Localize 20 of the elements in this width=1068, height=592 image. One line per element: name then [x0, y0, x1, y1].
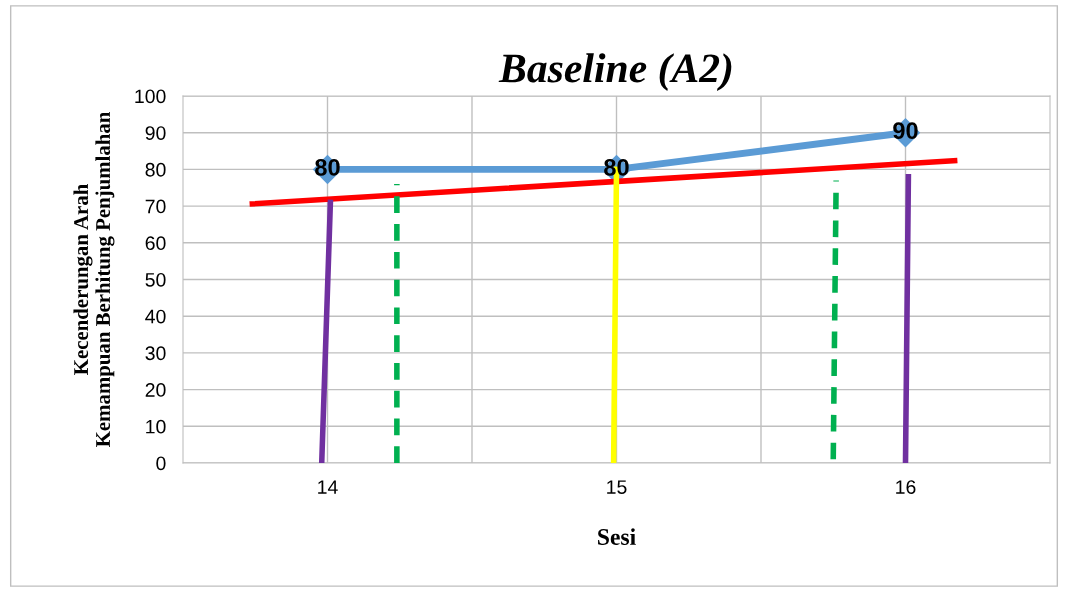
- y-tick-label: 70: [145, 199, 166, 214]
- y-tick-label: 90: [145, 126, 166, 140]
- x-axis-title: Sesi: [598, 528, 636, 545]
- x-tick-label: 15: [607, 480, 627, 494]
- y-axis-title: Kecenderungan Arah Kemampuan Berhitung Penjumlahan: [73, 111, 115, 447]
- chart-title: Baseline (A2): [498, 53, 732, 91]
- y-tick-label: 10: [146, 419, 166, 434]
- x-tick-label: 16: [896, 480, 916, 494]
- data-label: 80: [315, 159, 340, 176]
- y-tick-label: 80: [145, 162, 166, 177]
- y-tick-label: 40: [145, 309, 166, 324]
- x-tick-label: 14: [318, 480, 338, 494]
- y-tick-label: 100: [135, 89, 166, 104]
- data-label: 90: [893, 122, 918, 140]
- y-tick-label: 50: [145, 272, 166, 287]
- y-tick-label: 60: [145, 236, 166, 251]
- y-tick-label: 30: [145, 346, 166, 361]
- y-tick-label: 0: [156, 456, 166, 471]
- y-tick-label: 20: [145, 383, 166, 397]
- data-label: 80: [604, 159, 629, 176]
